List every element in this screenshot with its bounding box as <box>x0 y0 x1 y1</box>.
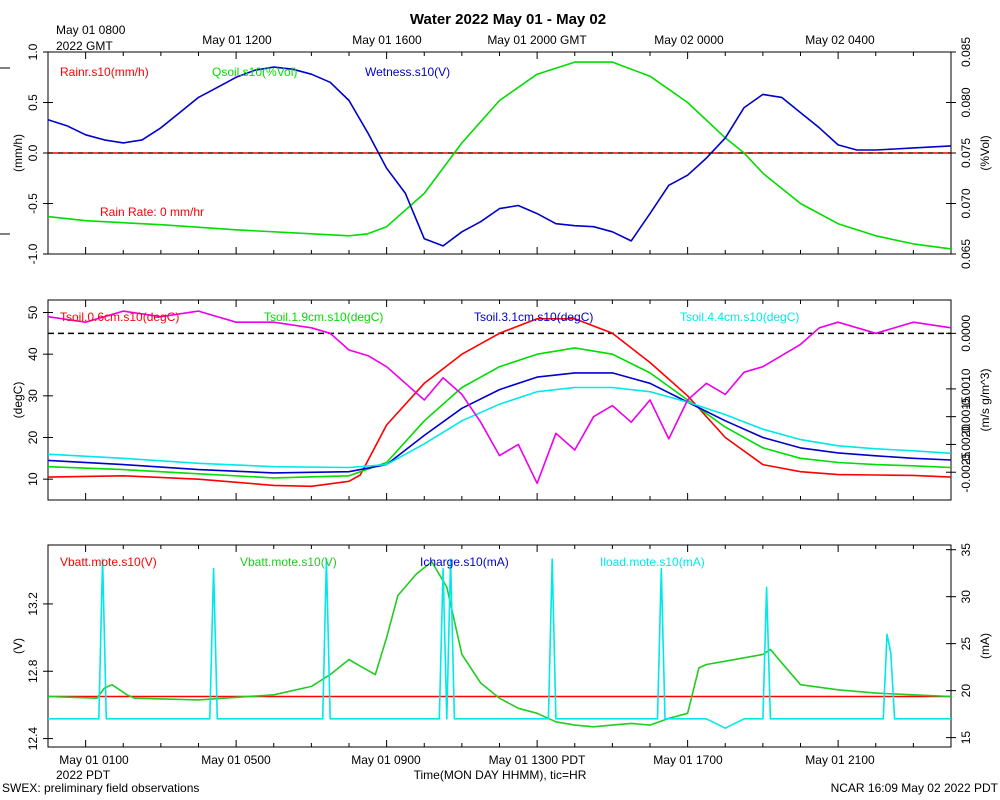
y-tick-label-right: -0.0020 <box>959 424 973 465</box>
y-tick-label-right: 0.085 <box>959 37 973 67</box>
y-tick-label-right: 25 <box>959 637 973 651</box>
y-tick-label-right: 0.075 <box>959 138 973 168</box>
y-axis-label-left: (V) <box>11 638 25 654</box>
y-axis-label-left: (mm/h) <box>11 134 25 172</box>
y-tick-label-left: 12.8 <box>26 659 40 683</box>
y-tick-label-right: -0.0025 <box>959 452 973 493</box>
y-tick-label-left: 50 <box>26 306 40 320</box>
panel-frame <box>47 544 952 748</box>
y-tick-label-left: 10 <box>26 472 40 486</box>
chart-title: Water 2022 May 01 - May 02 <box>410 11 606 28</box>
y-tick-label-right: 15 <box>959 731 973 745</box>
bottom-time-label: May 01 1700 <box>653 753 723 767</box>
top-year-label: 2022 GMT <box>56 39 113 53</box>
bottom-year-label: 2022 PDT <box>56 768 111 782</box>
x-axis-label: Time(MON DAY HHMM), tic=HR <box>414 768 587 782</box>
top-time-label: May 01 1200 <box>202 33 272 47</box>
y-tick-label-left: 1.0 <box>26 43 40 60</box>
y-tick-label-left: -1.0 <box>26 243 40 264</box>
bottom-time-label: May 01 0100 <box>59 753 129 767</box>
series-line <box>47 61 952 250</box>
bottom-time-label: May 01 0500 <box>201 753 271 767</box>
y-tick-label-right: 30 <box>959 590 973 604</box>
bottom-time-label: May 01 2100 <box>805 753 875 767</box>
y-axis-label-right: (m/s g/m^3) <box>978 369 992 432</box>
y-tick-label-left: 20 <box>26 431 40 445</box>
top-time-label: May 01 1600 <box>352 33 422 47</box>
legend-label: Wetness.s10(V) <box>365 65 450 79</box>
legend-label: Icharge.s10(mA) <box>420 555 509 569</box>
series-line <box>47 310 952 485</box>
data-lines <box>47 61 952 730</box>
legend-label: Qsoil.s10(%Vol) <box>212 65 297 79</box>
y-tick-label-right: -0.0010 <box>959 368 973 409</box>
legend-label: Tsoil.0.6cm.s10(degC) <box>60 310 179 324</box>
y-tick-label-left: 13.2 <box>26 592 40 616</box>
series-line <box>47 372 952 474</box>
bottom-time-label: May 01 1300 PDT <box>489 753 586 767</box>
y-axis-label-right: (mA) <box>978 633 992 659</box>
panel-frame <box>47 299 952 501</box>
legend-label: Tsoil.4.4cm.s10(degC) <box>680 310 799 324</box>
y-tick-label-left: -0.5 <box>26 193 40 214</box>
rain-rate-annotation: Rain Rate: 0 mm/hr <box>100 205 204 219</box>
series-line <box>47 317 952 488</box>
bottom-time-label: May 01 0900 <box>351 753 421 767</box>
y-tick-label-right: 0.070 <box>959 188 973 218</box>
legend-label: Iload.mote.s10(mA) <box>600 555 705 569</box>
series-line <box>47 386 952 469</box>
y-tick-label-left: 12.4 <box>26 727 40 751</box>
series-line <box>48 558 951 730</box>
legend-label: Tsoil.1.9cm.s10(degC) <box>264 310 383 324</box>
footer-left: SWEX: preliminary field observations <box>2 781 199 795</box>
top-time-label: May 01 2000 GMT <box>487 33 587 47</box>
legend-label: Tsoil.3.1cm.s10(degC) <box>474 310 593 324</box>
y-tick-label-right: -0.0015 <box>959 396 973 437</box>
series-line <box>47 560 952 728</box>
series-line <box>47 347 952 479</box>
top-time-label: May 01 0800 <box>56 23 126 37</box>
y-axis-label-right: (%Vol) <box>978 135 992 170</box>
y-tick-label-left: 40 <box>26 347 40 361</box>
y-axis-label-left: (degC) <box>11 382 25 419</box>
y-tick-label-right: 0.065 <box>959 239 973 269</box>
footer-right: NCAR 16:09 May 02 2022 PDT <box>831 781 999 795</box>
y-tick-label-left: 0.0 <box>26 144 40 161</box>
series-line <box>47 66 952 247</box>
y-tick-label-right: 20 <box>959 684 973 698</box>
legend-label: Vbatt.mote.s10(V) <box>240 555 337 569</box>
y-tick-label-right: 0.0000 <box>959 315 973 352</box>
y-tick-label-right: 35 <box>959 543 973 557</box>
text-labels: -1.0 -0.5 0.0 0.5 1.0 0.065 0.070 0.075 0.080 0.0… <box>2 11 999 795</box>
y-tick-label-left: 30 <box>26 389 40 403</box>
panel-frames <box>0 51 956 748</box>
top-time-label: May 02 0400 <box>805 33 875 47</box>
y-tick-label-right: 0.080 <box>959 87 973 117</box>
top-time-label: May 02 0000 <box>654 33 724 47</box>
y-tick-label-left: 0.5 <box>26 94 40 111</box>
legend-label: Vbatt.mote.s10(V) <box>60 555 157 569</box>
legend-label: Rainr.s10(mm/h) <box>60 65 149 79</box>
